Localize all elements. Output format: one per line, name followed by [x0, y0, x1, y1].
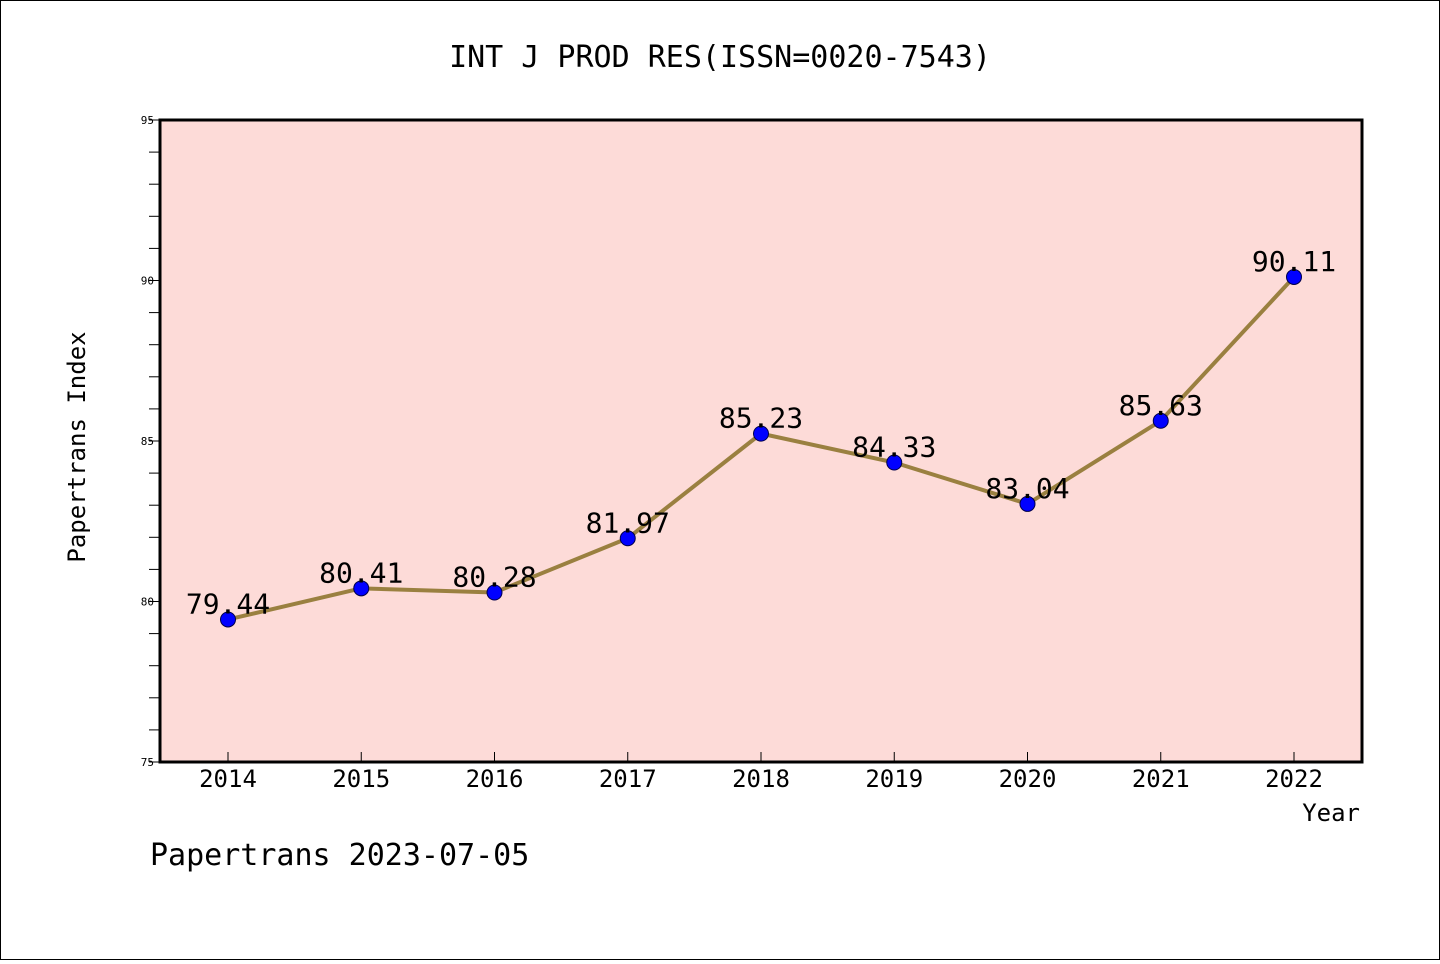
x-tick-label: 2021 [1132, 765, 1190, 793]
x-tick-label: 2015 [332, 765, 390, 793]
y-tick-label: 80 [141, 596, 154, 609]
data-label: 85.63 [1119, 389, 1203, 422]
y-tick-label: 95 [141, 114, 154, 127]
data-label: 84.33 [852, 431, 936, 464]
y-tick-label: 75 [141, 756, 154, 769]
data-point [353, 580, 370, 597]
x-tick-label: 2014 [199, 765, 257, 793]
x-axis-label: Year [1302, 799, 1360, 827]
data-label: 80.41 [319, 556, 403, 589]
x-tick-label: 2019 [865, 765, 923, 793]
data-point [753, 425, 769, 442]
x-tick-label: 2020 [999, 765, 1057, 793]
data-label: 80.28 [452, 561, 536, 594]
y-tick-label: 85 [141, 435, 154, 448]
x-tick-label: 2016 [466, 765, 524, 793]
data-point [1286, 268, 1302, 285]
x-axis: 2014 2015 2016 2017 2018 2019 2020 2021 2022 [199, 752, 1323, 793]
x-tick-label: 2017 [599, 765, 657, 793]
plot-border [158, 118, 1364, 764]
data-label: 85.23 [719, 402, 803, 435]
data-point [619, 530, 636, 547]
data-point [486, 584, 503, 601]
data-label: 83.04 [985, 472, 1069, 505]
series-layer: 79.44 80.41 80.28 81.97 85.23 84.33 83.04 85.63… [186, 245, 1336, 628]
data-label: 79.44 [186, 587, 270, 620]
y-axis: 75 80 85 90 95 [141, 114, 160, 769]
x-tick-label: 2018 [732, 765, 790, 793]
data-point [220, 611, 236, 628]
data-label: 81.97 [586, 506, 670, 539]
chart-title: INT J PROD RES(ISSN=0020-7543) [449, 40, 991, 75]
data-point [1152, 412, 1169, 429]
y-axis-label: Papertrans Index [63, 331, 91, 562]
data-point [1019, 495, 1036, 512]
x-tick-label: 2022 [1265, 765, 1323, 793]
footer-date: Papertrans 2023-07-05 [150, 838, 529, 873]
data-point [886, 454, 903, 471]
y-tick-label: 90 [141, 275, 154, 288]
data-label: 90.11 [1252, 245, 1336, 278]
